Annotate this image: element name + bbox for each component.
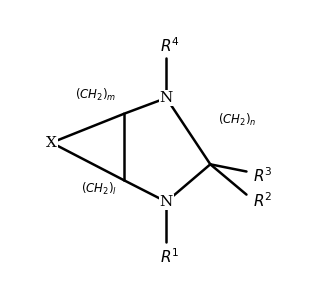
Text: $R^4$: $R^4$ [159, 37, 180, 55]
Text: $R^2$: $R^2$ [253, 191, 272, 210]
Text: $R^1$: $R^1$ [160, 247, 179, 266]
Text: N: N [160, 91, 173, 105]
Text: $(CH_2)_l$: $(CH_2)_l$ [81, 181, 117, 197]
Text: $(CH_2)_n$: $(CH_2)_n$ [218, 111, 257, 128]
Text: N: N [160, 195, 173, 209]
Text: $(CH_2)_m$: $(CH_2)_m$ [75, 87, 116, 103]
Text: X: X [46, 136, 57, 150]
Text: $R^3$: $R^3$ [253, 166, 272, 185]
